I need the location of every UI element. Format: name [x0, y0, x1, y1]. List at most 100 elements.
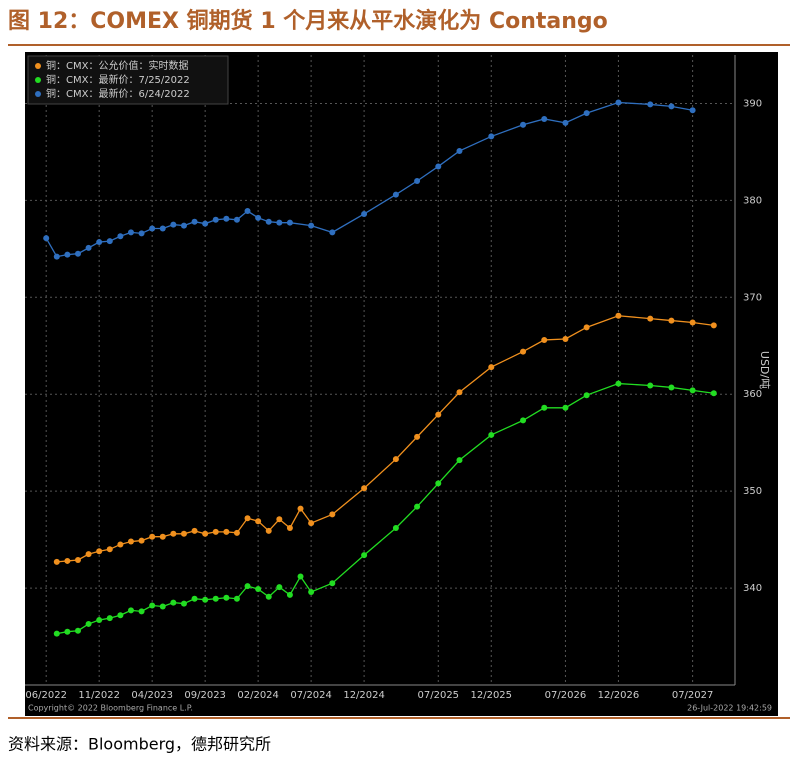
- data-point: [647, 382, 654, 389]
- data-point: [96, 548, 103, 555]
- data-point: [159, 533, 166, 540]
- y-tick-label: 380: [743, 195, 762, 206]
- data-point: [96, 239, 103, 246]
- data-point: [520, 417, 527, 424]
- data-point: [223, 594, 230, 601]
- data-point: [329, 229, 336, 236]
- data-point: [149, 533, 156, 540]
- data-point: [159, 225, 166, 232]
- y-tick-label: 360: [743, 389, 762, 400]
- data-point: [74, 250, 81, 257]
- data-point: [106, 238, 113, 245]
- data-point: [308, 520, 315, 527]
- data-point: [43, 235, 50, 242]
- data-point: [689, 319, 696, 326]
- data-point: [297, 505, 304, 512]
- data-point: [668, 103, 675, 110]
- data-point: [276, 219, 283, 226]
- data-point: [85, 620, 92, 627]
- data-point: [435, 480, 442, 487]
- data-point: [96, 617, 103, 624]
- data-point: [265, 218, 272, 225]
- data-point: [392, 524, 399, 531]
- data-point: [85, 551, 92, 558]
- timestamp: 26-Jul-2022 19:42:59: [687, 704, 772, 713]
- data-point: [276, 516, 283, 523]
- data-point: [392, 191, 399, 198]
- copyright: Copyright© 2022 Bloomberg Finance L.P.: [28, 704, 193, 713]
- data-point: [202, 530, 209, 537]
- data-point: [286, 524, 293, 531]
- data-point: [308, 222, 315, 229]
- y-axis-label: USD/吨: [758, 351, 771, 389]
- data-point: [180, 530, 187, 537]
- data-point: [233, 216, 240, 223]
- data-point: [74, 556, 81, 563]
- data-point: [414, 433, 421, 440]
- x-tick-label: 07/2026: [545, 690, 587, 701]
- data-point: [456, 147, 463, 154]
- data-point: [308, 588, 315, 595]
- data-point: [361, 552, 368, 559]
- data-point: [244, 583, 251, 590]
- data-point: [106, 546, 113, 553]
- data-point: [223, 528, 230, 535]
- data-point: [170, 599, 177, 606]
- data-point: [170, 221, 177, 228]
- y-tick-label: 390: [743, 98, 762, 109]
- data-point: [265, 593, 272, 600]
- data-point: [615, 380, 622, 387]
- legend-marker: [35, 91, 41, 97]
- legend-label: 铜：CMX：公允价值：实时数据: [46, 59, 188, 72]
- data-point: [520, 348, 527, 355]
- data-point: [265, 527, 272, 534]
- data-point: [668, 317, 675, 324]
- chart-panel: [25, 52, 778, 716]
- data-point: [127, 538, 134, 545]
- data-point: [85, 244, 92, 251]
- data-point: [286, 219, 293, 226]
- legend-box: [27, 55, 229, 105]
- legend-marker: [35, 77, 41, 83]
- data-point: [647, 101, 654, 108]
- data-point: [562, 404, 569, 411]
- data-point: [583, 324, 590, 331]
- x-tick-label: 07/2024: [290, 690, 332, 701]
- data-point: [488, 364, 495, 371]
- data-point: [297, 573, 304, 580]
- data-point: [233, 595, 240, 602]
- data-point: [191, 595, 198, 602]
- data-point: [541, 336, 548, 343]
- x-tick-label: 07/2027: [672, 690, 714, 701]
- data-point: [212, 528, 219, 535]
- series-line: [45, 101, 693, 258]
- data-point: [149, 225, 156, 232]
- data-point: [202, 596, 209, 603]
- data-point: [615, 99, 622, 106]
- data-point: [456, 389, 463, 396]
- data-point: [583, 392, 590, 399]
- data-point: [435, 163, 442, 170]
- data-point: [53, 630, 60, 637]
- x-tick-label: 09/2023: [184, 690, 226, 701]
- data-point: [361, 210, 368, 217]
- data-point: [191, 218, 198, 225]
- x-tick-label: 02/2024: [237, 690, 279, 701]
- y-tick-label: 370: [743, 292, 762, 303]
- data-point: [149, 602, 156, 609]
- data-point: [520, 121, 527, 128]
- data-point: [276, 584, 283, 591]
- y-tick-label: 340: [743, 583, 762, 594]
- x-tick-label: 04/2023: [131, 690, 173, 701]
- data-point: [233, 529, 240, 536]
- data-point: [64, 251, 71, 258]
- data-point: [138, 230, 145, 237]
- data-point: [710, 322, 717, 329]
- data-point: [488, 133, 495, 140]
- legend-marker: [35, 63, 41, 69]
- data-point: [562, 335, 569, 342]
- data-point: [64, 628, 71, 635]
- data-point: [212, 595, 219, 602]
- data-point: [488, 431, 495, 438]
- data-point: [244, 208, 251, 215]
